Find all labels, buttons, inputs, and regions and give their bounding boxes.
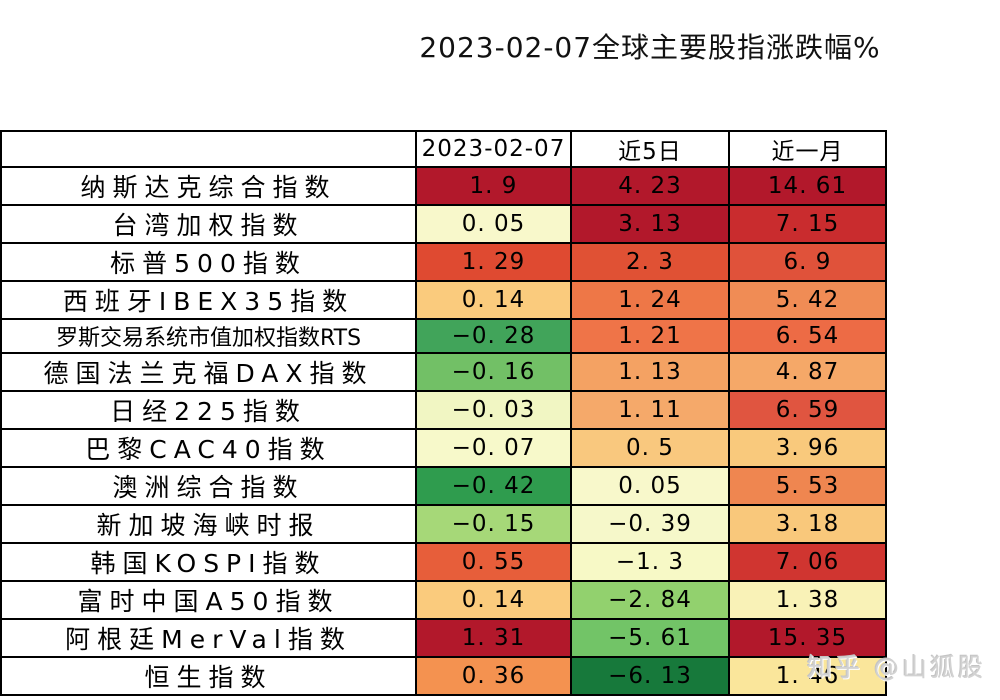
- table-row: 标普500指数 1. 29 2. 3 6. 9: [0, 242, 887, 282]
- column-header-date: 2023-02-07: [415, 130, 572, 168]
- index-name: 罗斯交易系统市值加权指数RTS: [0, 318, 417, 354]
- table-row: 日经225指数 −0. 03 1. 11 6. 59: [0, 390, 887, 430]
- heatmap-body: 纳斯达克综合指数 1. 9 4. 23 14. 61 台湾加权指数 0. 05 3. 13 7…: [0, 166, 887, 696]
- value-cell: −6. 13: [570, 656, 730, 696]
- index-name: 阿根廷MerVal指数: [0, 618, 417, 658]
- value-cell: 7. 06: [728, 542, 887, 582]
- value-cell: −0. 16: [415, 352, 572, 392]
- index-name: 西班牙IBEX35指数: [0, 280, 417, 320]
- value-cell: −0. 03: [415, 390, 572, 430]
- value-cell: −0. 39: [570, 504, 730, 544]
- index-name: 台湾加权指数: [0, 204, 417, 244]
- value-cell: 0. 5: [570, 428, 730, 468]
- value-cell: 0. 05: [415, 204, 572, 244]
- value-cell: 0. 36: [415, 656, 572, 696]
- value-cell: 0. 14: [415, 280, 572, 320]
- value-cell: −0. 28: [415, 318, 572, 354]
- value-cell: 1. 29: [415, 242, 572, 282]
- value-cell: 3. 13: [570, 204, 730, 244]
- value-cell: 4. 87: [728, 352, 887, 392]
- index-name: 澳洲综合指数: [0, 466, 417, 506]
- value-cell: 0. 14: [415, 580, 572, 620]
- value-cell: 1. 21: [570, 318, 730, 354]
- index-name: 日经225指数: [0, 390, 417, 430]
- value-cell: 1. 11: [570, 390, 730, 430]
- index-name: 巴黎CAC40指数: [0, 428, 417, 468]
- value-cell: 4. 23: [570, 166, 730, 206]
- value-cell: 6. 9: [728, 242, 887, 282]
- value-cell: 0. 05: [570, 466, 730, 506]
- value-cell: −5. 61: [570, 618, 730, 658]
- chart-title: 2023-02-07全球主要股指涨跌幅%: [419, 31, 881, 64]
- value-cell: 6. 54: [728, 318, 887, 354]
- table-row: 阿根廷MerVal指数 1. 31 −5. 61 15. 35: [0, 618, 887, 658]
- value-cell: 6. 59: [728, 390, 887, 430]
- index-name: 恒生指数: [0, 656, 417, 696]
- watermark: 知乎 @山狐股: [807, 653, 986, 682]
- header-blank-cell: [0, 130, 417, 168]
- value-cell: 3. 96: [728, 428, 887, 468]
- value-cell: 1. 46: [728, 656, 887, 696]
- index-name: 标普500指数: [0, 242, 417, 282]
- value-cell: 1. 24: [570, 280, 730, 320]
- header-row: 2023-02-07 近5日 近一月: [0, 130, 887, 168]
- value-cell: −0. 07: [415, 428, 572, 468]
- table-row: 韩国KOSPI指数 0. 55 −1. 3 7. 06: [0, 542, 887, 582]
- value-cell: 2. 3: [570, 242, 730, 282]
- value-cell: 15. 35: [728, 618, 887, 658]
- table-row: 巴黎CAC40指数 −0. 07 0. 5 3. 96: [0, 428, 887, 468]
- value-cell: 1. 38: [728, 580, 887, 620]
- heatmap-table: 2023-02-07 近5日 近一月 纳斯达克综合指数 1. 9 4. 23 14. …: [0, 130, 887, 696]
- column-header-5day: 近5日: [570, 130, 730, 168]
- table-row: 纳斯达克综合指数 1. 9 4. 23 14. 61: [0, 166, 887, 206]
- table-row: 恒生指数 0. 36 −6. 13 1. 46: [0, 656, 887, 696]
- index-name: 德国法兰克福DAX指数: [0, 352, 417, 392]
- value-cell: 0. 55: [415, 542, 572, 582]
- value-cell: 7. 15: [728, 204, 887, 244]
- table-row: 澳洲综合指数 −0. 42 0. 05 5. 53: [0, 466, 887, 506]
- value-cell: 1. 31: [415, 618, 572, 658]
- column-header-1month: 近一月: [728, 130, 887, 168]
- table-row: 富时中国A50指数 0. 14 −2. 84 1. 38: [0, 580, 887, 620]
- value-cell: −0. 42: [415, 466, 572, 506]
- table-row: 罗斯交易系统市值加权指数RTS −0. 28 1. 21 6. 54: [0, 318, 887, 354]
- value-cell: 5. 53: [728, 466, 887, 506]
- index-name: 韩国KOSPI指数: [0, 542, 417, 582]
- table-row: 新加坡海峡时报 −0. 15 −0. 39 3. 18: [0, 504, 887, 544]
- value-cell: 3. 18: [728, 504, 887, 544]
- table-row: 西班牙IBEX35指数 0. 14 1. 24 5. 42: [0, 280, 887, 320]
- table-row: 台湾加权指数 0. 05 3. 13 7. 15: [0, 204, 887, 244]
- index-name: 纳斯达克综合指数: [0, 166, 417, 206]
- index-name: 富时中国A50指数: [0, 580, 417, 620]
- value-cell: 14. 61: [728, 166, 887, 206]
- value-cell: −0. 15: [415, 504, 572, 544]
- value-cell: 5. 42: [728, 280, 887, 320]
- value-cell: −2. 84: [570, 580, 730, 620]
- index-name: 新加坡海峡时报: [0, 504, 417, 544]
- table-row: 德国法兰克福DAX指数 −0. 16 1. 13 4. 87: [0, 352, 887, 392]
- value-cell: 1. 13: [570, 352, 730, 392]
- value-cell: −1. 3: [570, 542, 730, 582]
- value-cell: 1. 9: [415, 166, 572, 206]
